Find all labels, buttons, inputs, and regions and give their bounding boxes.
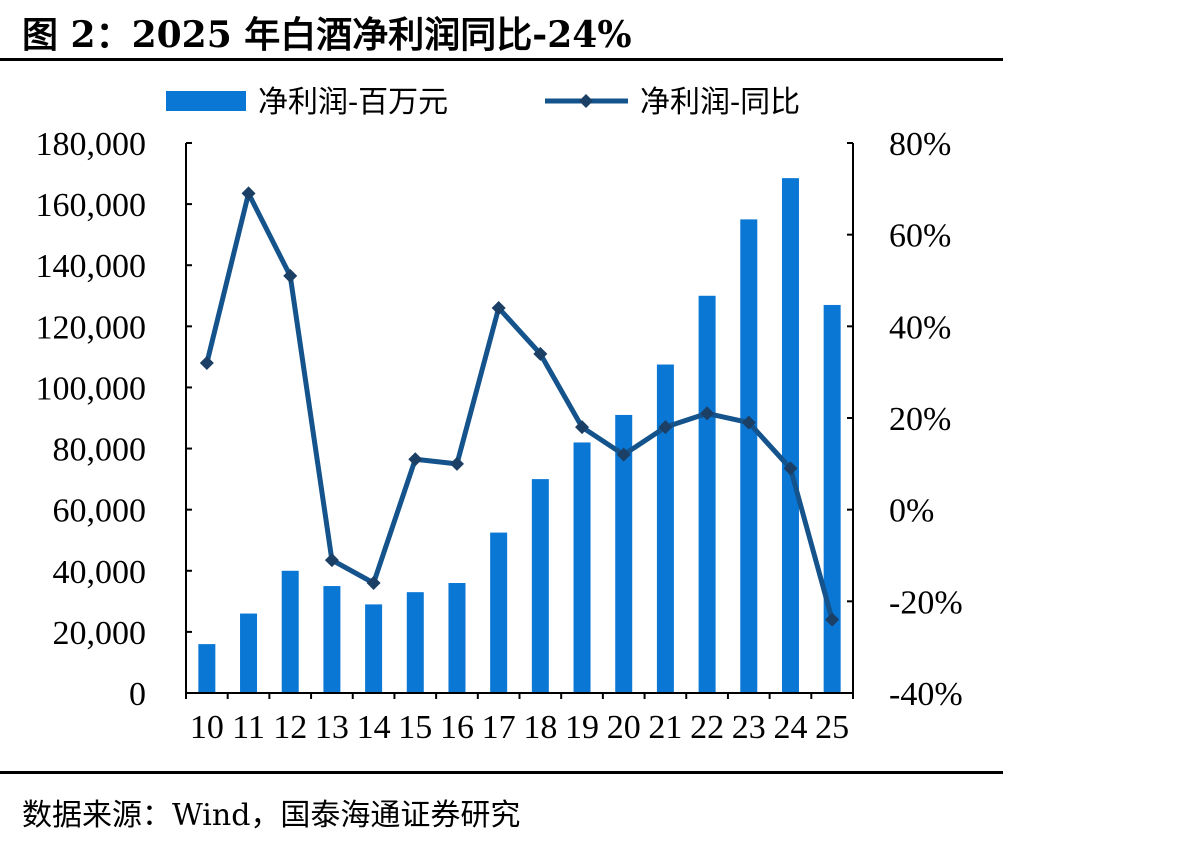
bar-12: [281, 570, 299, 693]
yoy-marker-19: [575, 420, 590, 435]
left-tick-label: 60,000: [53, 493, 147, 530]
right-tick-label: 40%: [889, 309, 951, 346]
yoy-marker-11: [241, 186, 256, 201]
right-tick-label: 80%: [889, 126, 951, 163]
right-tick-label: -40%: [889, 676, 963, 713]
yoy-marker-20: [616, 447, 631, 462]
x-tick-label: 12: [273, 709, 307, 746]
right-tick-label: -20%: [889, 584, 963, 621]
x-tick-label: 19: [565, 709, 599, 746]
left-tick-label: 120,000: [36, 309, 147, 346]
x-tick-label: 21: [648, 709, 682, 746]
left-tick-label: 80,000: [53, 432, 147, 469]
bar-10: [198, 644, 216, 693]
bar-14: [365, 604, 383, 693]
bar-23: [740, 219, 758, 693]
bar-25: [823, 304, 841, 693]
bar-15: [406, 592, 424, 693]
bar-20: [615, 414, 633, 693]
left-tick-label: 180,000: [36, 126, 147, 163]
yoy-marker-17: [491, 301, 506, 315]
yoy-marker-16: [449, 456, 464, 471]
left-tick-label: 0: [129, 676, 146, 713]
bar-18: [531, 479, 549, 693]
yoy-marker-15: [408, 452, 423, 467]
right-tick-label: 60%: [889, 218, 951, 255]
yoy-marker-13: [324, 553, 339, 568]
x-tick-label: 16: [440, 709, 474, 746]
bar-11: [240, 613, 258, 693]
yoy-marker-18: [533, 346, 548, 361]
x-tick-label: 13: [315, 709, 349, 746]
source-note: 数据来源：Wind，国泰海通证券研究: [22, 798, 521, 833]
x-tick-label: 18: [523, 709, 557, 746]
x-tick-label: 17: [482, 709, 516, 746]
legend-line-marker: [579, 94, 593, 108]
bar-21: [656, 364, 674, 693]
yoy-marker-23: [741, 415, 756, 430]
legend-bar-label: 净利润-百万元: [258, 85, 448, 120]
bar-19: [573, 442, 591, 693]
x-tick-label: 15: [398, 709, 432, 746]
right-tick-label: 0%: [889, 493, 934, 530]
yoy-marker-14: [366, 576, 381, 590]
source-rule: [0, 771, 1003, 774]
x-tick-label: 25: [815, 709, 849, 746]
bar-16: [448, 583, 466, 693]
legend-bar-swatch: [166, 91, 246, 111]
bar-24: [781, 178, 799, 693]
legend-line-label: 净利润-同比: [640, 85, 800, 120]
left-tick-label: 40,000: [53, 554, 147, 591]
left-tick-label: 140,000: [36, 248, 147, 285]
x-tick-label: 14: [357, 709, 391, 746]
x-tick-label: 24: [773, 709, 807, 746]
x-tick-label: 22: [690, 709, 724, 746]
left-tick-label: 100,000: [36, 370, 147, 407]
yoy-marker-10: [199, 356, 214, 370]
bar-17: [490, 532, 508, 693]
chart-title: 图 2：2025 年白酒净利润同比-24%: [22, 14, 632, 56]
yoy-marker-22: [700, 406, 715, 421]
left-tick-label: 20,000: [53, 615, 147, 652]
x-tick-label: 23: [732, 709, 766, 746]
left-tick-label: 160,000: [36, 187, 147, 224]
bar-13: [323, 586, 341, 693]
yoy-marker-24: [783, 461, 798, 476]
x-tick-label: 10: [190, 709, 224, 746]
title-rule: [0, 58, 1003, 61]
yoy-marker-25: [825, 612, 840, 627]
bar-22: [698, 295, 716, 693]
right-tick-label: 20%: [889, 401, 951, 438]
yoy-marker-21: [658, 420, 673, 435]
yoy-marker-12: [283, 268, 298, 283]
x-tick-label: 20: [607, 709, 641, 746]
x-tick-label: 11: [232, 709, 265, 746]
yoy-line: [204, 190, 835, 621]
